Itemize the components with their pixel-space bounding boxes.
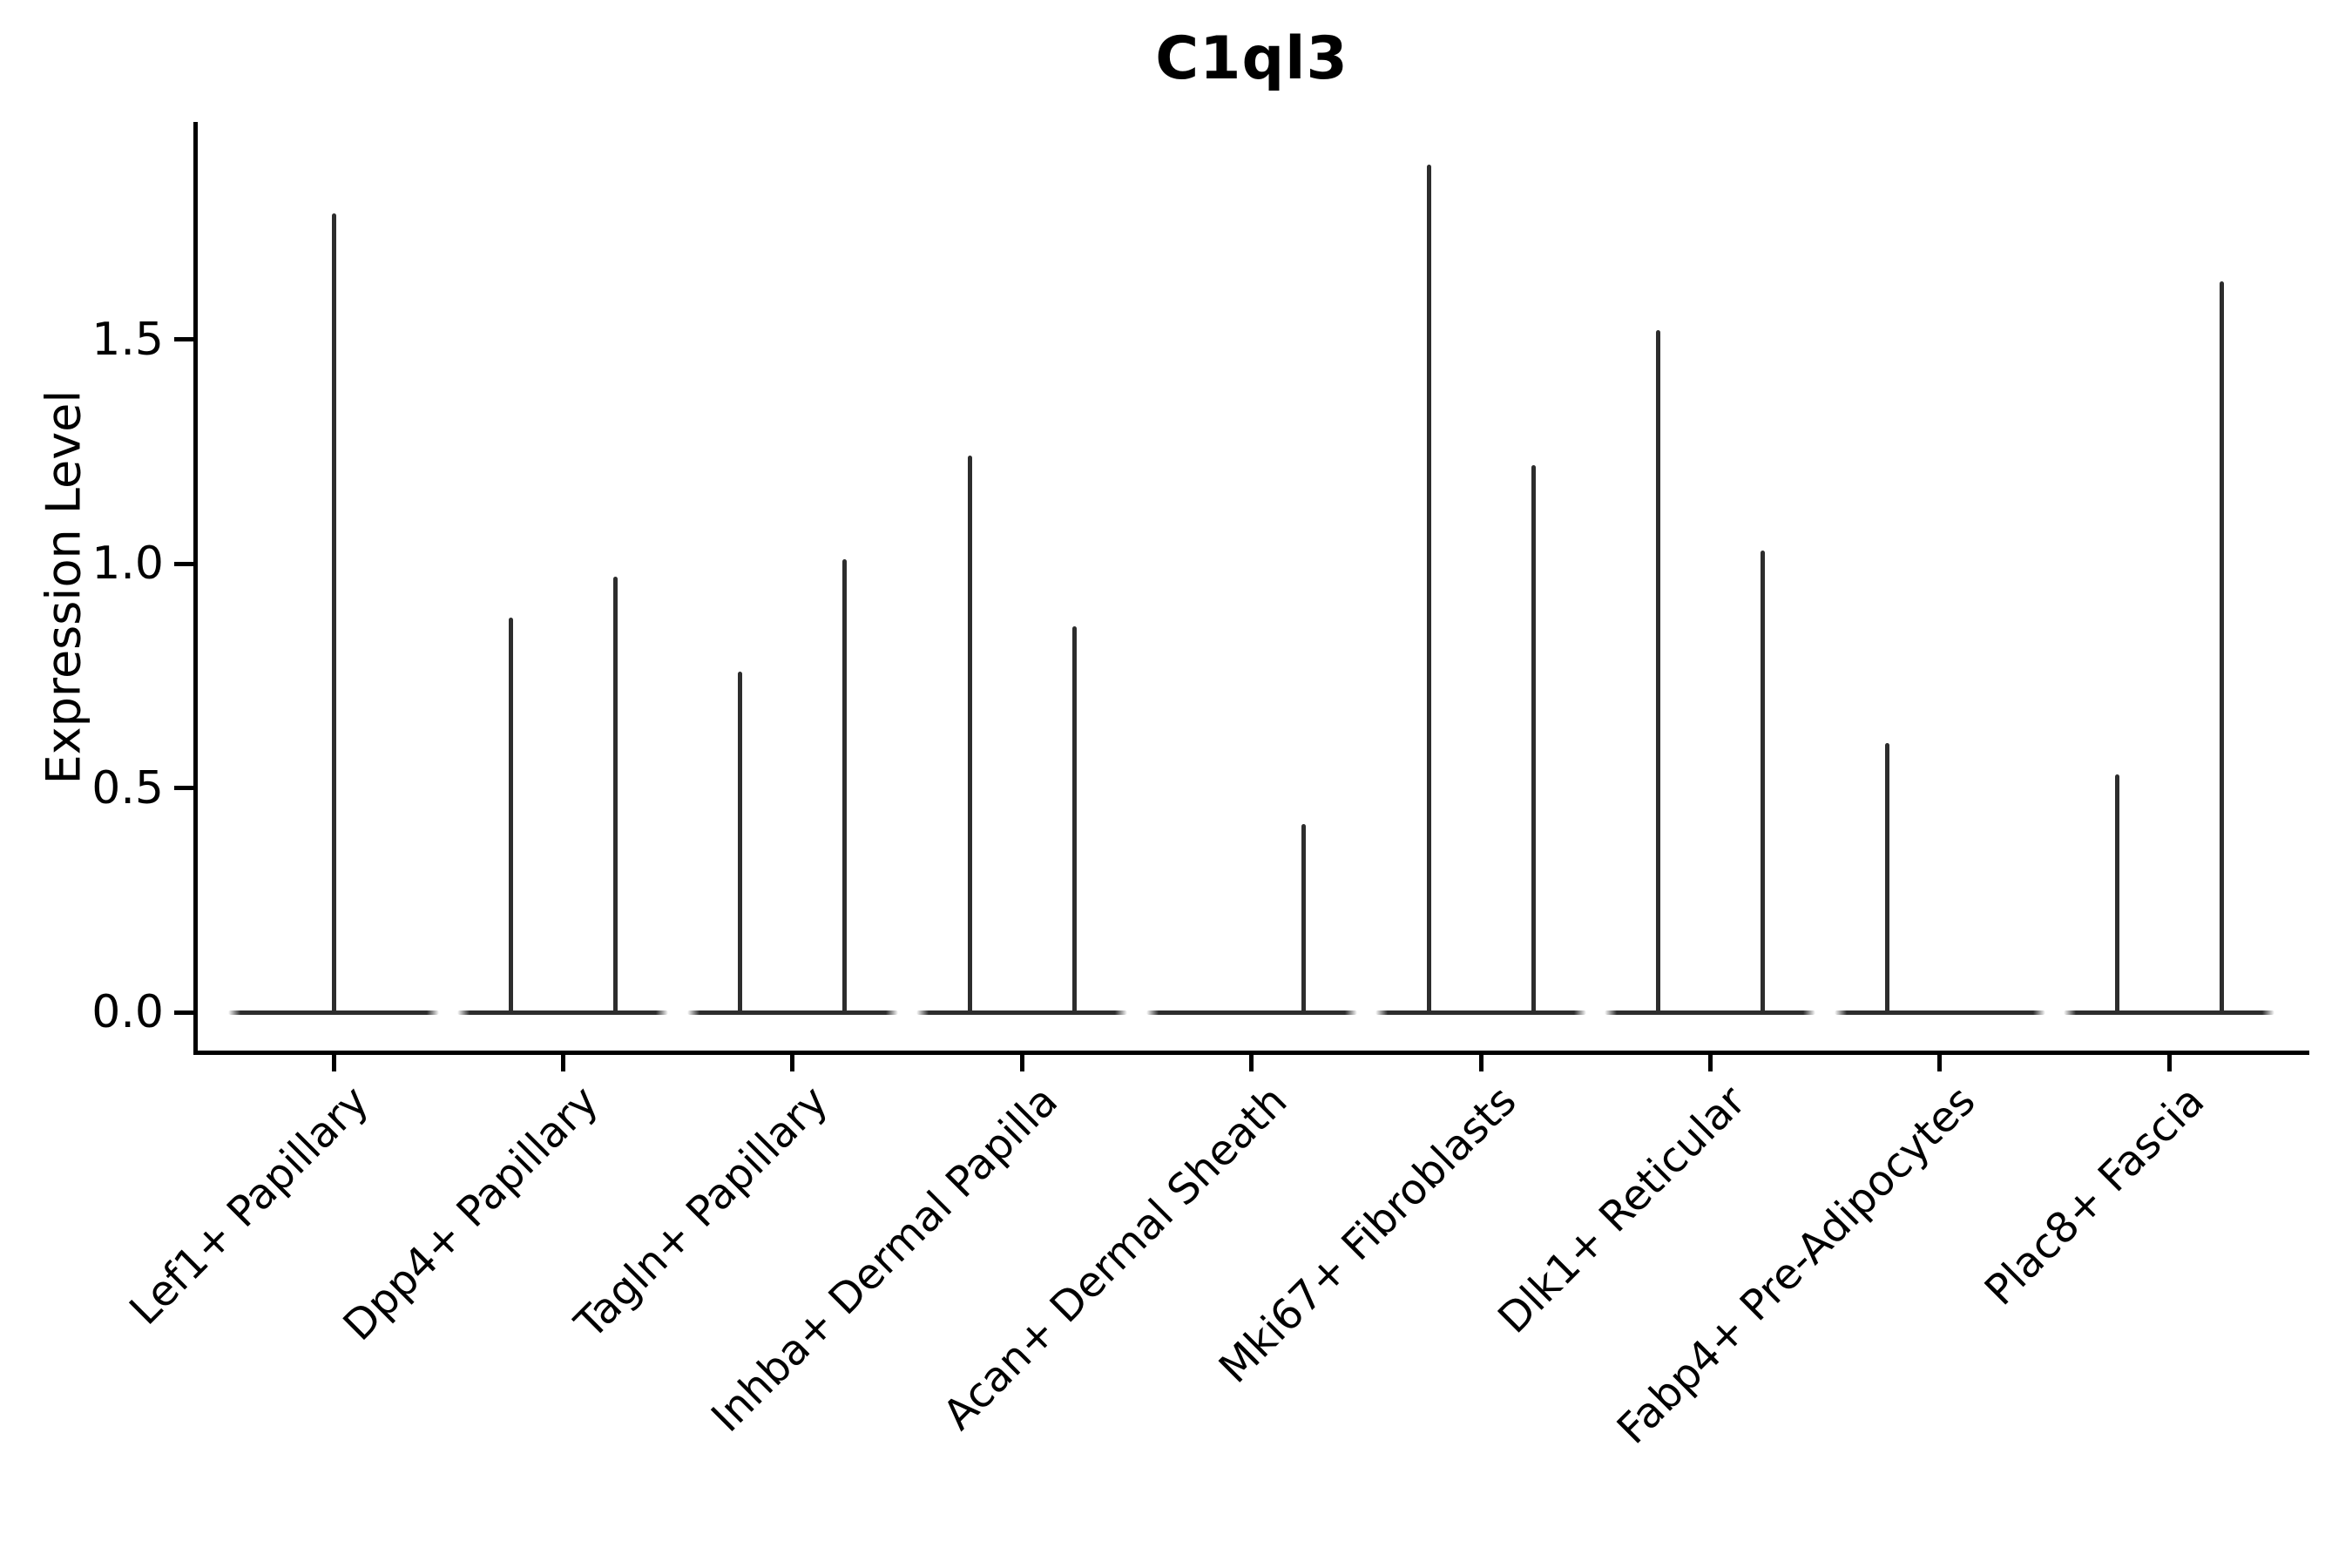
x-tick-label: Lef1+ Papillary: [120, 1076, 379, 1335]
violin-spike: [1531, 464, 1536, 1012]
y-tick-mark: [174, 561, 195, 566]
violin-spike: [1760, 550, 1765, 1012]
x-tick-mark: [331, 1052, 336, 1071]
violin-spike: [738, 671, 743, 1012]
x-tick-label: Dlk1+ Reticular: [1489, 1076, 1755, 1343]
x-tick-mark: [1937, 1052, 1943, 1071]
x-tick-label: Dpp4+ Papillary: [334, 1076, 608, 1350]
violin-spike: [967, 456, 972, 1012]
violin-baseline: [2064, 1010, 2275, 1015]
x-tick-mark: [1707, 1052, 1713, 1071]
x-tick-mark: [1478, 1052, 1484, 1071]
y-tick-label: 1.5: [91, 313, 164, 366]
violin-baseline: [686, 1010, 898, 1015]
violin-baseline: [1834, 1010, 2045, 1015]
violin-spike: [508, 617, 513, 1012]
x-tick-mark: [1019, 1052, 1024, 1071]
violin-spike: [2114, 774, 2119, 1012]
y-tick-label: 1.0: [91, 537, 164, 590]
violin-spike: [1655, 330, 1660, 1012]
y-tick-mark: [174, 337, 195, 341]
x-tick-mark: [1249, 1052, 1254, 1071]
y-axis-line: [193, 122, 198, 1054]
x-tick-label: Plac8+ Fascia: [1976, 1076, 2214, 1315]
y-axis-label: Expression Level: [36, 389, 91, 785]
y-tick-label: 0.0: [91, 986, 164, 1038]
violin-spike: [1426, 164, 1431, 1012]
violin-spike: [1301, 823, 1307, 1012]
violin-spike: [1885, 743, 1890, 1012]
violin-spike: [1071, 626, 1077, 1012]
x-tick-mark: [560, 1052, 565, 1071]
x-tick-label: Tagln+ Papillary: [565, 1076, 838, 1348]
violin-spike: [2219, 280, 2224, 1012]
violin-spike: [612, 577, 618, 1012]
violin-baseline: [1146, 1010, 1357, 1015]
violin-baseline: [916, 1010, 1128, 1015]
chart-title: C1ql3: [1155, 24, 1348, 93]
x-tick-mark: [2166, 1052, 2172, 1071]
violin-spike: [331, 213, 336, 1012]
violin-spike: [842, 558, 848, 1012]
x-tick-mark: [790, 1052, 795, 1071]
y-tick-mark: [174, 1010, 195, 1015]
y-tick-mark: [174, 786, 195, 790]
y-tick-label: 0.5: [91, 761, 164, 814]
violin-baseline: [1605, 1010, 1816, 1015]
violin-baseline: [1375, 1010, 1586, 1015]
violin-baseline: [228, 1010, 439, 1015]
violin-baseline: [457, 1010, 669, 1015]
